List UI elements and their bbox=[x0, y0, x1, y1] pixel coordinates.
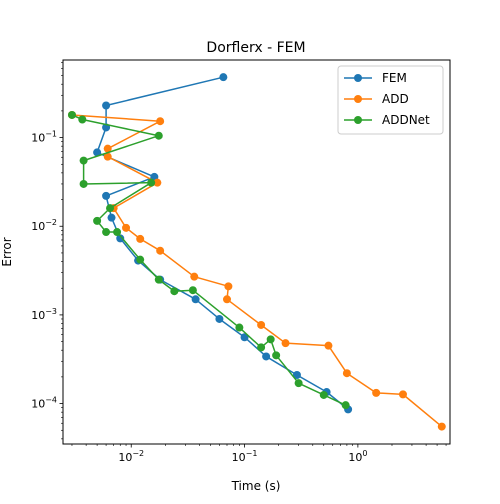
data-point-fem bbox=[191, 295, 200, 304]
data-point-add bbox=[342, 369, 351, 378]
x-tick-label: 10−1 bbox=[232, 449, 258, 464]
data-point-addnet bbox=[154, 131, 163, 140]
data-point-add bbox=[281, 339, 290, 348]
data-point-addnet bbox=[266, 335, 275, 344]
data-point-addnet bbox=[319, 390, 328, 399]
data-point-addnet bbox=[113, 228, 122, 237]
data-point-addnet bbox=[272, 351, 281, 360]
y-tick-label-base: 10 bbox=[31, 132, 45, 145]
data-point-fem bbox=[102, 191, 111, 200]
data-point-add bbox=[398, 390, 407, 399]
data-point-addnet bbox=[294, 379, 303, 388]
data-point-addnet bbox=[188, 286, 197, 295]
x-axis-label: Time (s) bbox=[231, 479, 281, 493]
data-point-addnet bbox=[67, 110, 76, 119]
legend-label-fem: FEM bbox=[382, 71, 407, 85]
legend-marker-add bbox=[354, 95, 362, 103]
data-point-addnet bbox=[170, 287, 179, 296]
legend-box bbox=[337, 65, 444, 135]
legend: FEM ADD ADDNet bbox=[337, 65, 444, 135]
x-tick-label: 10−2 bbox=[118, 449, 144, 464]
y-tick-label: 10−1 bbox=[31, 130, 57, 145]
data-point-addnet bbox=[102, 228, 111, 237]
data-point-addnet bbox=[79, 179, 88, 188]
legend-label-addnet: ADDNet bbox=[382, 113, 430, 127]
x-tick-label-exponent: 0 bbox=[362, 449, 367, 458]
x-tick-label-base: 10 bbox=[348, 451, 362, 464]
data-point-addnet bbox=[147, 178, 156, 187]
y-tick-label: 10−4 bbox=[31, 396, 57, 411]
data-point-fem bbox=[292, 371, 301, 380]
data-point-addnet bbox=[235, 323, 244, 332]
data-point-fem bbox=[107, 213, 116, 222]
data-point-addnet bbox=[93, 216, 102, 225]
data-point-add bbox=[122, 223, 131, 232]
data-point-fem bbox=[240, 333, 249, 342]
data-point-addnet bbox=[257, 343, 266, 352]
data-point-add bbox=[156, 246, 165, 255]
y-tick-label: 10−2 bbox=[31, 218, 57, 233]
data-point-add bbox=[222, 295, 231, 304]
data-point-add bbox=[190, 272, 199, 281]
data-point-add bbox=[136, 234, 145, 243]
data-point-add bbox=[257, 320, 266, 329]
legend-marker-fem bbox=[354, 74, 362, 82]
data-point-addnet bbox=[79, 156, 88, 165]
y-tick-label: 10−3 bbox=[31, 307, 57, 322]
data-point-fem bbox=[215, 314, 224, 323]
y-tick-label-base: 10 bbox=[31, 309, 45, 322]
data-point-fem bbox=[116, 234, 125, 243]
data-point-addnet bbox=[341, 401, 350, 410]
data-point-add bbox=[156, 117, 165, 126]
y-tick-label-exponent: −1 bbox=[45, 130, 57, 139]
data-point-fem bbox=[93, 148, 102, 157]
data-point-addnet bbox=[154, 275, 163, 284]
y-tick-label-exponent: −3 bbox=[45, 307, 57, 316]
data-point-fem bbox=[102, 101, 111, 110]
plot-area-frame bbox=[62, 59, 451, 445]
data-point-add bbox=[224, 282, 233, 291]
chart-title: Dorflerx - FEM bbox=[206, 40, 305, 56]
data-point-add bbox=[372, 388, 381, 397]
data-point-add bbox=[437, 422, 446, 431]
x-tick-label-exponent: −1 bbox=[246, 449, 258, 458]
y-tick-label-exponent: −2 bbox=[45, 218, 57, 227]
data-point-add bbox=[103, 152, 112, 161]
data-point-add bbox=[153, 178, 162, 187]
data-point-addnet bbox=[136, 255, 145, 264]
y-tick-label-base: 10 bbox=[31, 220, 45, 233]
data-point-fem bbox=[219, 73, 228, 82]
legend-marker-addnet bbox=[354, 116, 362, 124]
x-tick-label: 100 bbox=[348, 449, 367, 464]
data-point-addnet bbox=[106, 204, 115, 213]
y-tick-label-exponent: −4 bbox=[45, 396, 57, 405]
data-point-add bbox=[103, 144, 112, 153]
x-tick-label-exponent: −2 bbox=[132, 449, 144, 458]
x-tick-label-base: 10 bbox=[232, 451, 246, 464]
x-tick-label-base: 10 bbox=[118, 451, 132, 464]
data-point-addnet bbox=[78, 115, 87, 124]
legend-label-add: ADD bbox=[382, 92, 409, 106]
y-tick-label-base: 10 bbox=[31, 398, 45, 411]
data-point-fem bbox=[262, 352, 271, 361]
y-axis-label: Error bbox=[0, 237, 14, 266]
series-layer bbox=[67, 73, 446, 431]
data-point-add bbox=[324, 341, 333, 350]
